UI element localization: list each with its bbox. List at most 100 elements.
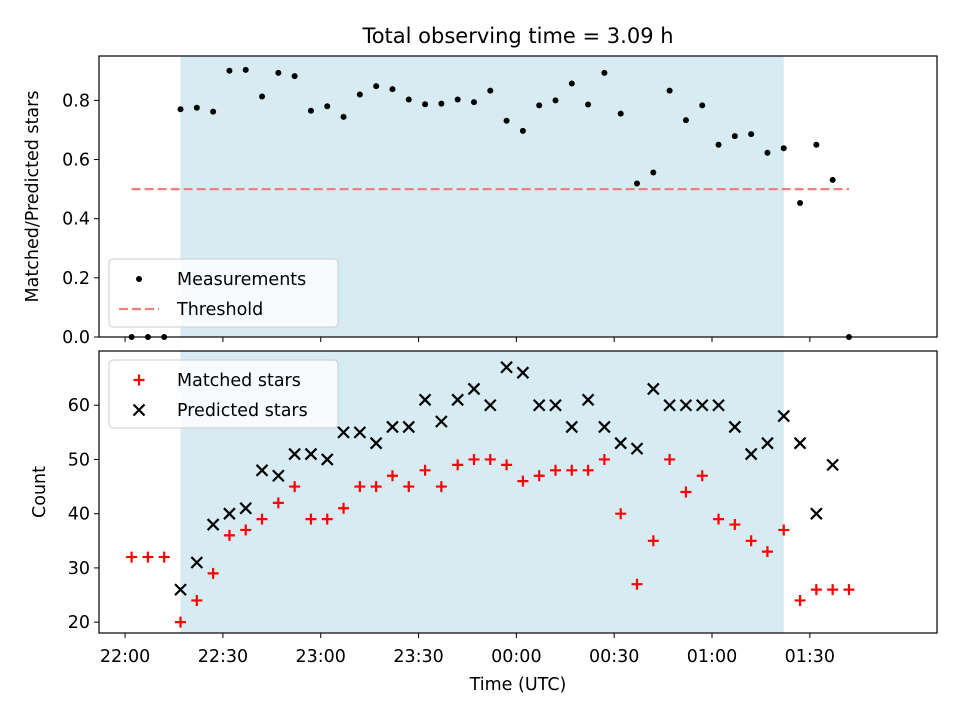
matched-star-point	[386, 470, 398, 482]
matched-star-point	[223, 529, 235, 541]
matched-star-point	[468, 453, 480, 465]
measurement-point	[242, 66, 249, 73]
measurement-point	[699, 102, 706, 109]
x-tick-label: 00:00	[491, 647, 541, 667]
x-tick-label: 00:30	[589, 647, 639, 667]
matched-star-point	[175, 616, 187, 628]
measurement-point	[422, 101, 429, 108]
matched-star-point	[794, 594, 806, 606]
predicted-star-point	[402, 420, 416, 434]
y-tick-label: 0.8	[62, 91, 90, 111]
chart-title: Total observing time = 3.09 h	[361, 24, 673, 48]
measurement-point	[438, 100, 445, 107]
predicted-star-point	[581, 393, 595, 407]
predicted-star-point	[484, 398, 497, 412]
x-tick-label: 01:00	[687, 647, 737, 667]
legend-predicted-swatch	[132, 403, 146, 417]
predicted-star-point	[272, 469, 285, 483]
y-tick-label: 0.4	[62, 210, 90, 230]
matched-star-point	[517, 475, 529, 487]
matched-star-point	[533, 470, 545, 482]
matched-star-point	[354, 481, 366, 493]
axes-frame	[98, 55, 938, 338]
predicted-star-point	[239, 501, 253, 515]
predicted-star-point	[451, 393, 464, 407]
legend: Matched stars Predicted stars	[108, 359, 339, 429]
measurement-point	[682, 117, 689, 124]
x-tick-label: 22:00	[100, 647, 150, 667]
measurement-point	[601, 69, 608, 76]
matched-star-point	[582, 464, 594, 476]
matched-star-point	[566, 464, 578, 476]
matched-star-point	[158, 551, 170, 563]
matched-star-point	[843, 584, 855, 596]
predicted-star-point	[744, 447, 758, 461]
matched-star-point	[240, 524, 252, 536]
legend-entry-label: Predicted stars	[177, 401, 308, 421]
predicted-star-point	[255, 464, 269, 477]
measurement-point	[666, 87, 673, 94]
matched-star-point	[435, 481, 447, 493]
matched-star-point	[827, 584, 839, 596]
y-tick-label: 50	[68, 450, 90, 470]
matched-star-point	[778, 524, 790, 536]
matched-star-point	[338, 502, 350, 514]
matched-star-point	[289, 481, 301, 493]
measurement-point	[259, 93, 266, 100]
measurement-point	[715, 141, 722, 148]
legend-box	[108, 359, 339, 429]
measurement-point	[389, 86, 396, 93]
predicted-star-point	[386, 420, 399, 434]
x-tick-label: 23:30	[393, 647, 443, 667]
measurement-point	[797, 200, 804, 207]
predicted-star-point	[565, 420, 579, 434]
predicted-star-point	[712, 398, 725, 412]
matched-star-point	[305, 513, 317, 525]
matched-star-point	[501, 459, 513, 471]
measurement-point	[503, 117, 510, 124]
matched-star-point	[191, 594, 203, 606]
predicted-star-point	[598, 420, 611, 434]
matched-star-point	[664, 453, 676, 465]
matched-star-point	[615, 508, 627, 520]
measurement-point	[536, 102, 543, 109]
measurement-point	[405, 96, 412, 103]
y-tick-label: 30	[68, 559, 90, 579]
measurement-point	[748, 131, 755, 138]
x-tick-label: 23:00	[296, 647, 346, 667]
predicted-star-point	[728, 420, 742, 434]
measurement-point	[650, 169, 657, 176]
y-tick-label: 20	[68, 613, 90, 633]
measurement-point	[373, 83, 380, 90]
measurement-point	[617, 110, 624, 117]
measurement-point	[356, 91, 363, 98]
measurement-point	[193, 104, 200, 111]
y-axis-label: Count	[30, 466, 50, 518]
matched-star-point	[647, 535, 659, 547]
measurement-point	[829, 176, 836, 183]
predicted-star-point	[679, 398, 693, 412]
matched-star-point	[370, 481, 382, 493]
matched-star-point	[272, 497, 284, 509]
measurement-point	[275, 69, 282, 76]
measurement-point	[210, 108, 217, 115]
predicted-star-point	[304, 447, 318, 461]
measurement-point	[568, 80, 575, 87]
matched-star-point	[810, 584, 822, 596]
matched-star-point	[126, 551, 138, 563]
measurement-point	[813, 141, 820, 148]
matched-star-point	[403, 481, 415, 493]
measurement-point	[634, 180, 641, 187]
matched-star-point	[713, 513, 725, 525]
y-tick-label: 0.6	[62, 151, 90, 171]
matched-star-point	[484, 453, 496, 465]
predicted-star-point	[353, 426, 367, 439]
predicted-star-point	[793, 436, 807, 450]
predicted-star-point	[190, 556, 204, 569]
predicted-star-point	[320, 453, 334, 466]
legend-entry-label: Matched stars	[177, 371, 301, 391]
measurement-point	[470, 99, 477, 106]
matched-star-point	[598, 453, 610, 465]
ratio-panel: 0.0 0.2 0.4 0.6 0.8 Matched/Predicted stars Me…	[23, 55, 938, 348]
